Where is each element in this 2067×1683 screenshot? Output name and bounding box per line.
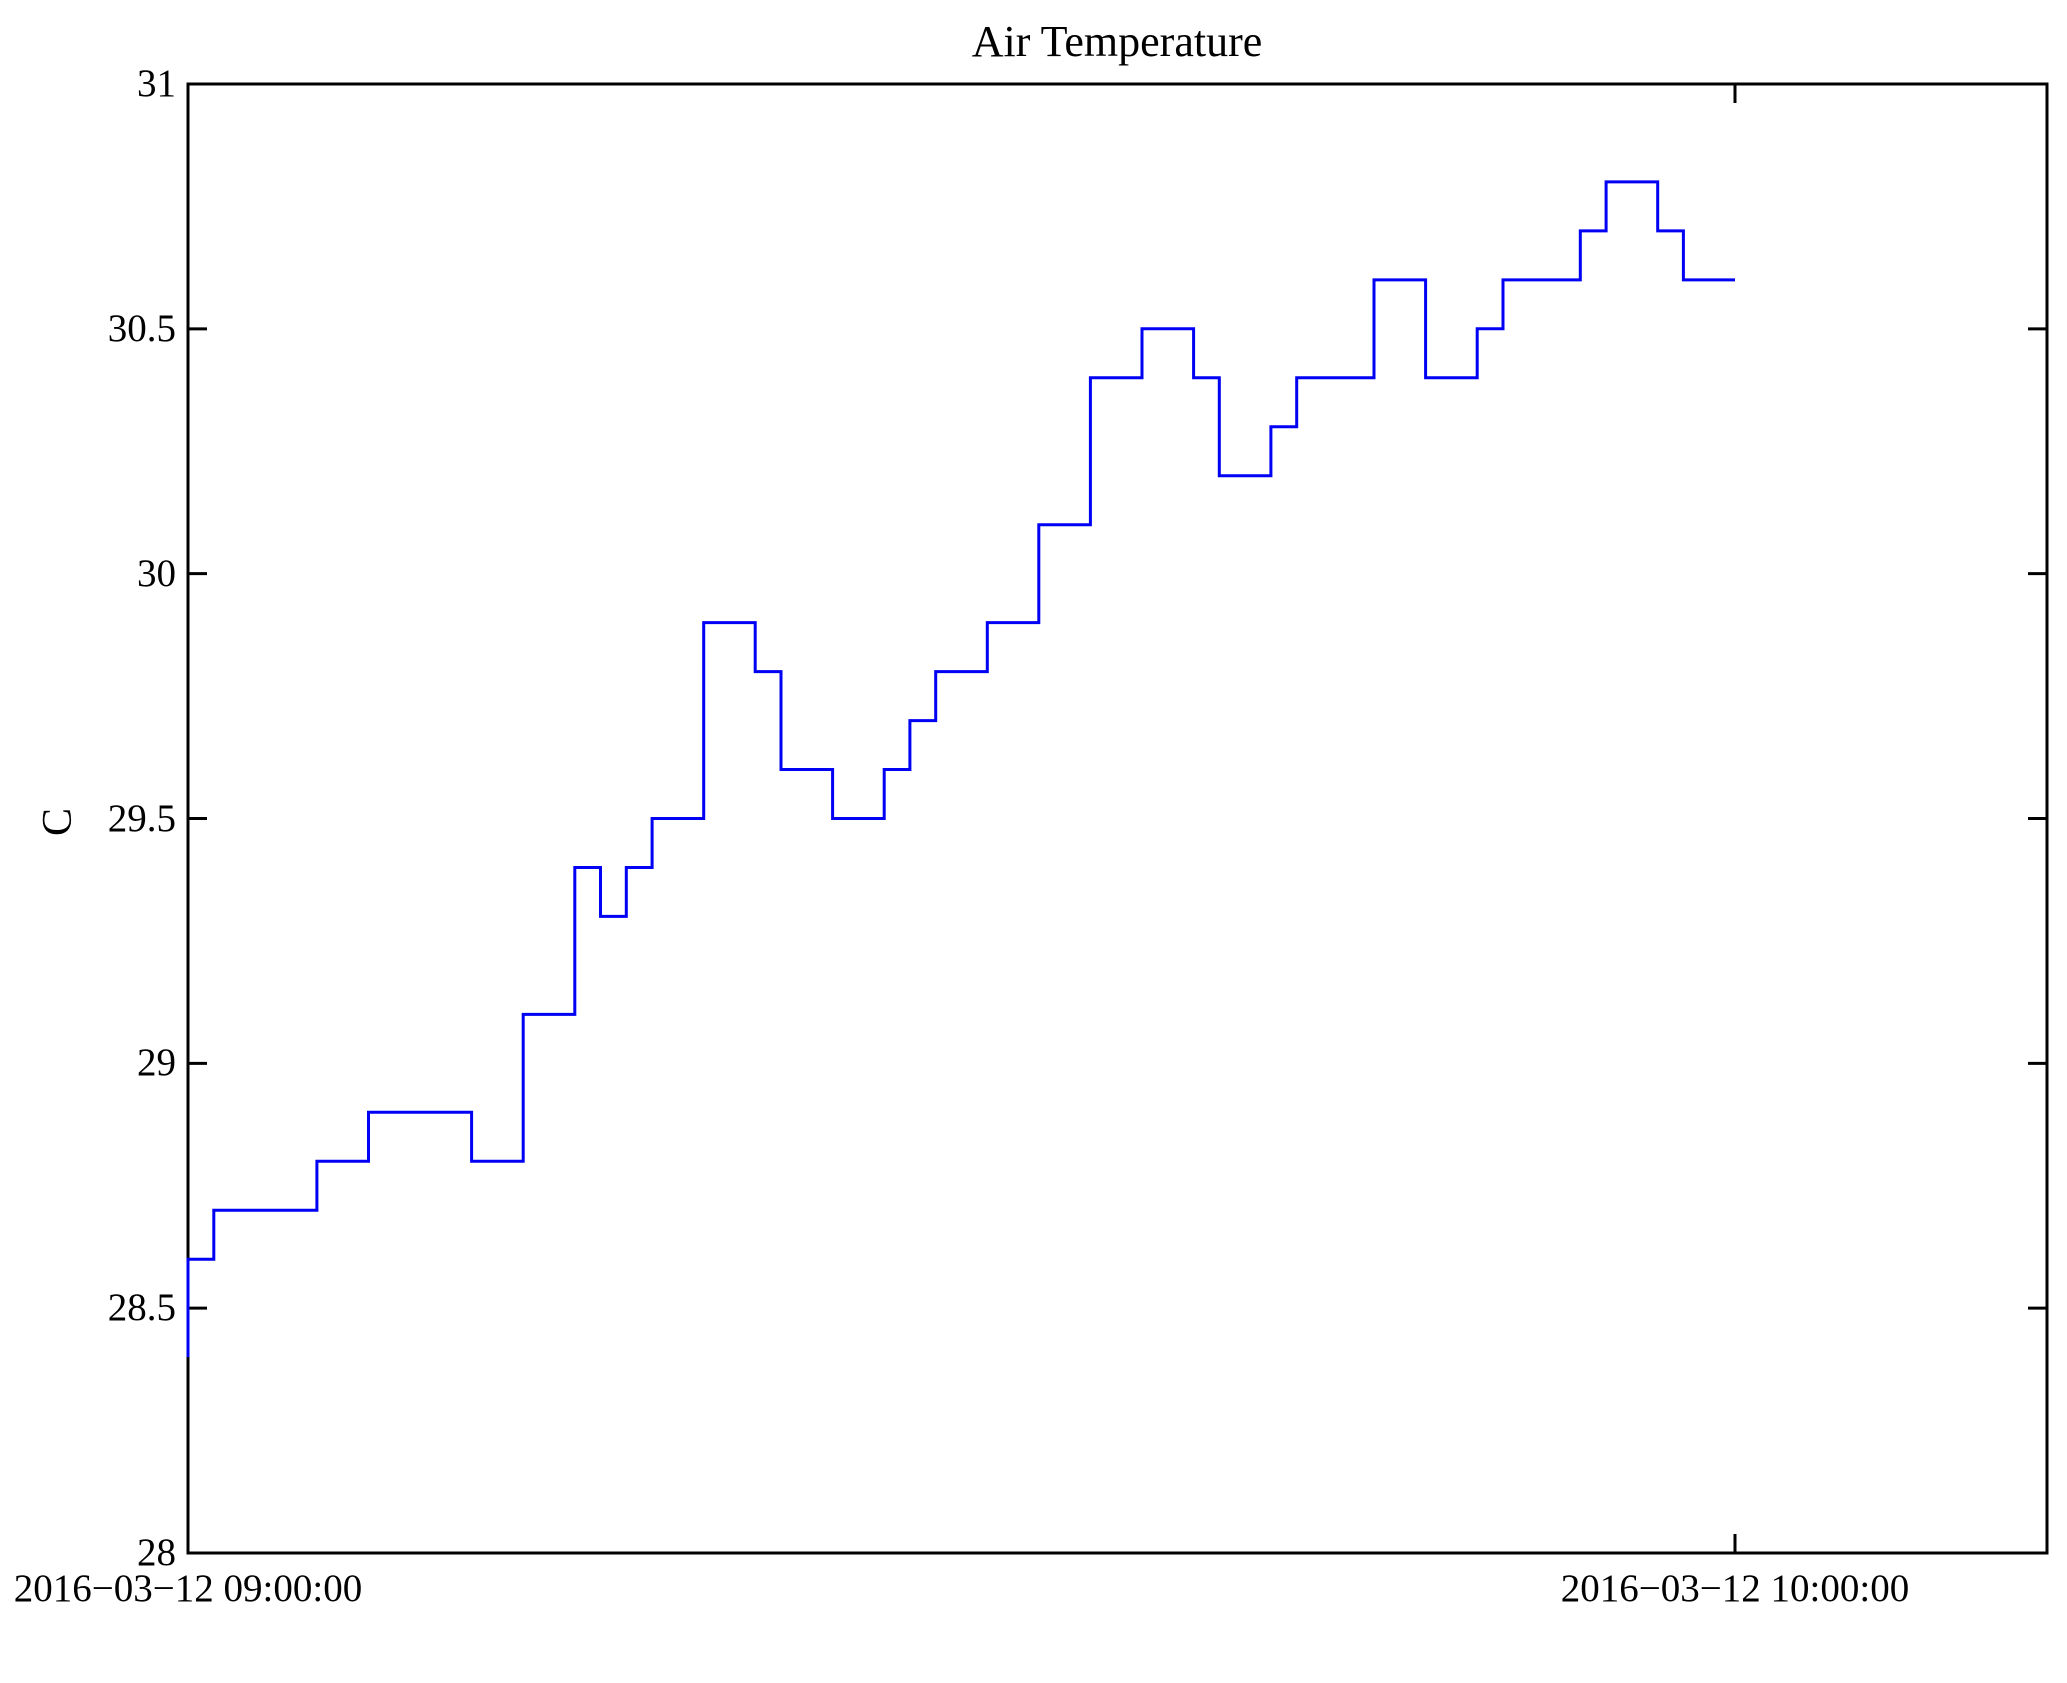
y-tick-label: 28 (137, 1531, 176, 1574)
temperature-step-line (186, 180, 1735, 1358)
x-tick-label: 2016−03−12 09:00:00 (13, 1567, 363, 1610)
y-tick-label: 28.5 (107, 1286, 176, 1330)
y-tick-label: 30.5 (107, 306, 176, 350)
plot-border (186, 82, 2049, 1555)
y-tick-label: 29 (137, 1041, 176, 1085)
y-tick-label: 29.5 (107, 796, 176, 840)
y-tick-label: 31 (137, 62, 176, 105)
chart-title: Air Temperature (971, 17, 1263, 66)
y-tick-label: 30 (137, 551, 176, 595)
x-tick-label: 2016−03−12 10:00:00 (1560, 1567, 1910, 1610)
